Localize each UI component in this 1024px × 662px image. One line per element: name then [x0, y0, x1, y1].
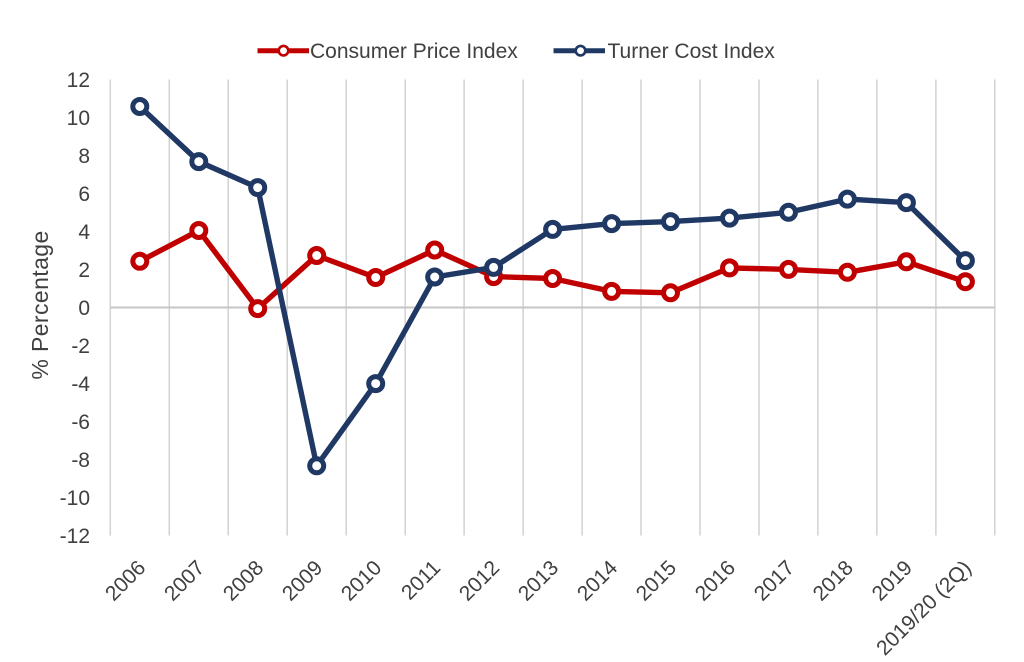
- svg-text:-8: -8: [71, 449, 90, 472]
- svg-text:2016: 2016: [691, 556, 740, 605]
- svg-text:-10: -10: [60, 487, 90, 510]
- svg-text:-12: -12: [60, 525, 90, 548]
- svg-text:12: 12: [67, 69, 90, 92]
- svg-text:2006: 2006: [101, 556, 150, 605]
- svg-text:2012: 2012: [455, 556, 504, 605]
- svg-text:2019: 2019: [868, 556, 917, 605]
- svg-text:2009: 2009: [278, 556, 327, 605]
- svg-text:2013: 2013: [514, 556, 563, 605]
- svg-text:Turner Cost Index: Turner Cost Index: [608, 40, 776, 63]
- svg-text:2011: 2011: [397, 556, 445, 604]
- svg-text:8: 8: [78, 145, 90, 168]
- svg-text:0: 0: [78, 297, 90, 320]
- svg-text:-2: -2: [71, 335, 90, 358]
- svg-text:2010: 2010: [337, 556, 386, 605]
- svg-text:2014: 2014: [573, 556, 623, 606]
- svg-text:2015: 2015: [632, 556, 681, 605]
- svg-text:10: 10: [67, 107, 90, 130]
- svg-text:2017: 2017: [750, 556, 799, 605]
- svg-text:% Percentage: % Percentage: [27, 230, 53, 379]
- svg-text:-6: -6: [71, 411, 90, 434]
- svg-text:-4: -4: [71, 373, 90, 396]
- svg-text:4: 4: [78, 221, 90, 244]
- svg-text:2007: 2007: [160, 556, 209, 605]
- svg-text:2: 2: [78, 259, 90, 282]
- svg-text:6: 6: [78, 183, 90, 206]
- svg-text:Consumer Price Index: Consumer Price Index: [310, 40, 518, 63]
- svg-text:2018: 2018: [809, 556, 858, 605]
- svg-text:2008: 2008: [219, 556, 268, 605]
